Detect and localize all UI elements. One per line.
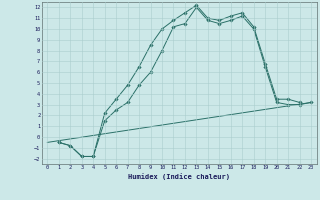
X-axis label: Humidex (Indice chaleur): Humidex (Indice chaleur) bbox=[128, 173, 230, 180]
